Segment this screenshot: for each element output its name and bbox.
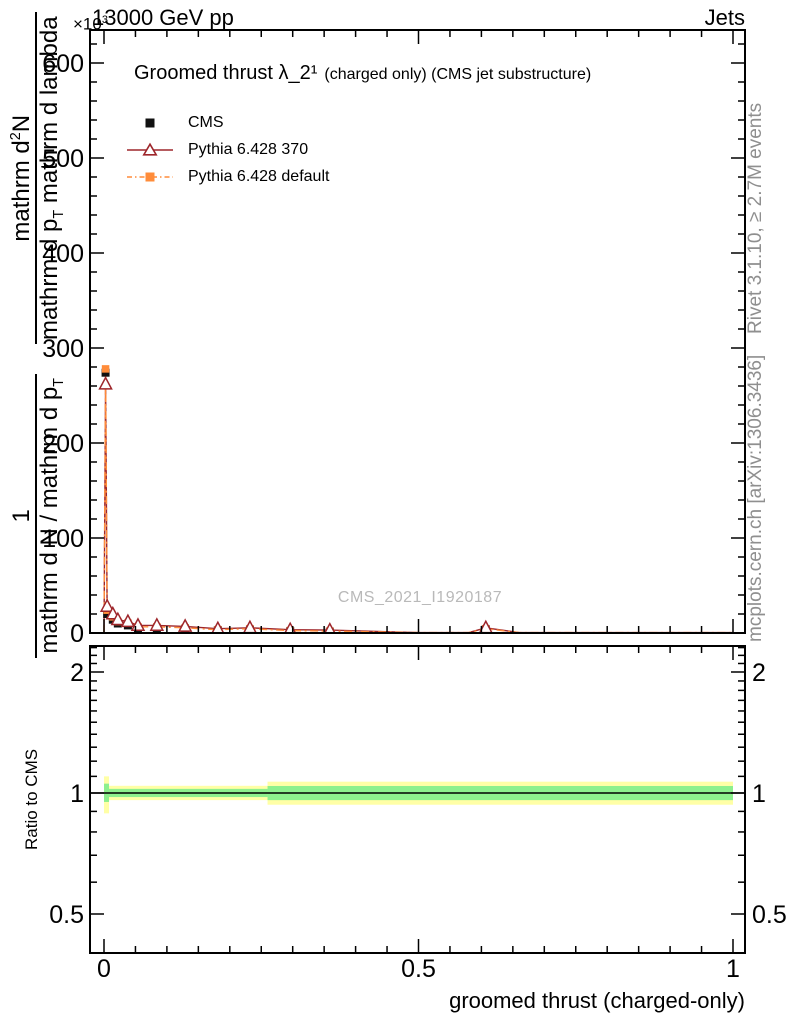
svg-text:400: 400 — [42, 240, 84, 268]
legend-item-pythia-370: Pythia 6.428 370 — [125, 136, 329, 163]
mcplots-arxiv-note: mcplots.cern.ch [arXiv:1306.3436] — [745, 354, 766, 642]
x-axis-label: groomed thrust (charged-only) — [449, 988, 745, 1013]
observable-title-main: Groomed thrust λ_2¹ — [134, 62, 318, 84]
rivet-version-note: Rivet 3.1.10, ≥ 2.7M events — [745, 102, 766, 334]
ratio-axis-label: Ratio to CMS — [22, 748, 41, 850]
svg-text:1: 1 — [752, 780, 766, 808]
y-axis-scale-note: ×103 — [73, 14, 108, 34]
ratio-frame — [89, 645, 746, 954]
beam-energy-title: 13000 GeV pp — [92, 5, 234, 30]
legend-label: CMS — [188, 113, 224, 131]
svg-text:0.5: 0.5 — [752, 901, 786, 929]
square-dashdot-marker-icon — [127, 172, 173, 181]
cms-marker-icon — [145, 118, 155, 127]
ratio-bands — [104, 776, 733, 814]
svg-text:300: 300 — [42, 335, 84, 363]
triangle-line-marker-icon — [127, 142, 173, 156]
analysis-id-watermark: CMS_2021_I1920187 — [337, 589, 503, 606]
markers-pythia-6-428-370 — [98, 376, 493, 632]
ylabel-normalization-fraction: 1 mathrm d N / mathrm d pT — [8, 374, 67, 658]
ylabel-derivative-fraction: mathrm d2N mathrm d pT mathrm d lambda — [8, 12, 67, 345]
svg-text:0.5: 0.5 — [401, 955, 436, 983]
svg-text:200: 200 — [42, 430, 84, 458]
svg-text:0.5: 0.5 — [49, 901, 84, 929]
observable-title: Groomed thrust λ_2¹ (charged only) (CMS j… — [134, 62, 591, 85]
legend-label: Pythia 6.428 default — [188, 167, 330, 185]
svg-text:500: 500 — [42, 145, 84, 173]
legend-label: Pythia 6.428 370 — [188, 140, 309, 158]
tick-labels: 0 100 200 300 400 500 600 0.5 0.5 1 1 2 2 0 0.5 1 — [42, 50, 786, 983]
analysis-group-title: Jets — [704, 5, 745, 30]
svg-text:0: 0 — [70, 620, 84, 648]
scale-exponent: 3 — [101, 14, 108, 26]
y-axis-label: 1 mathrm d N / mathrm d pT mathrm d2N ma… — [6, 12, 70, 658]
svg-text:2: 2 — [752, 659, 766, 687]
main-frame — [89, 29, 746, 634]
svg-text:1: 1 — [726, 955, 740, 983]
svg-text:1: 1 — [70, 780, 84, 808]
svg-text:2: 2 — [70, 659, 84, 687]
legend: CMS Pythia 6.428 370 Pythia 6.428 defaul… — [125, 109, 329, 190]
svg-text:100: 100 — [42, 525, 84, 553]
main-series — [98, 365, 733, 632]
legend-item-cms: CMS — [125, 109, 329, 136]
svg-text:0: 0 — [97, 955, 111, 983]
legend-item-pythia-default: Pythia 6.428 default — [125, 163, 329, 190]
svg-text:600: 600 — [42, 50, 84, 78]
observable-title-qualifier: (charged only) (CMS jet substructure) — [324, 66, 592, 83]
axis-ticks — [90, 30, 745, 954]
